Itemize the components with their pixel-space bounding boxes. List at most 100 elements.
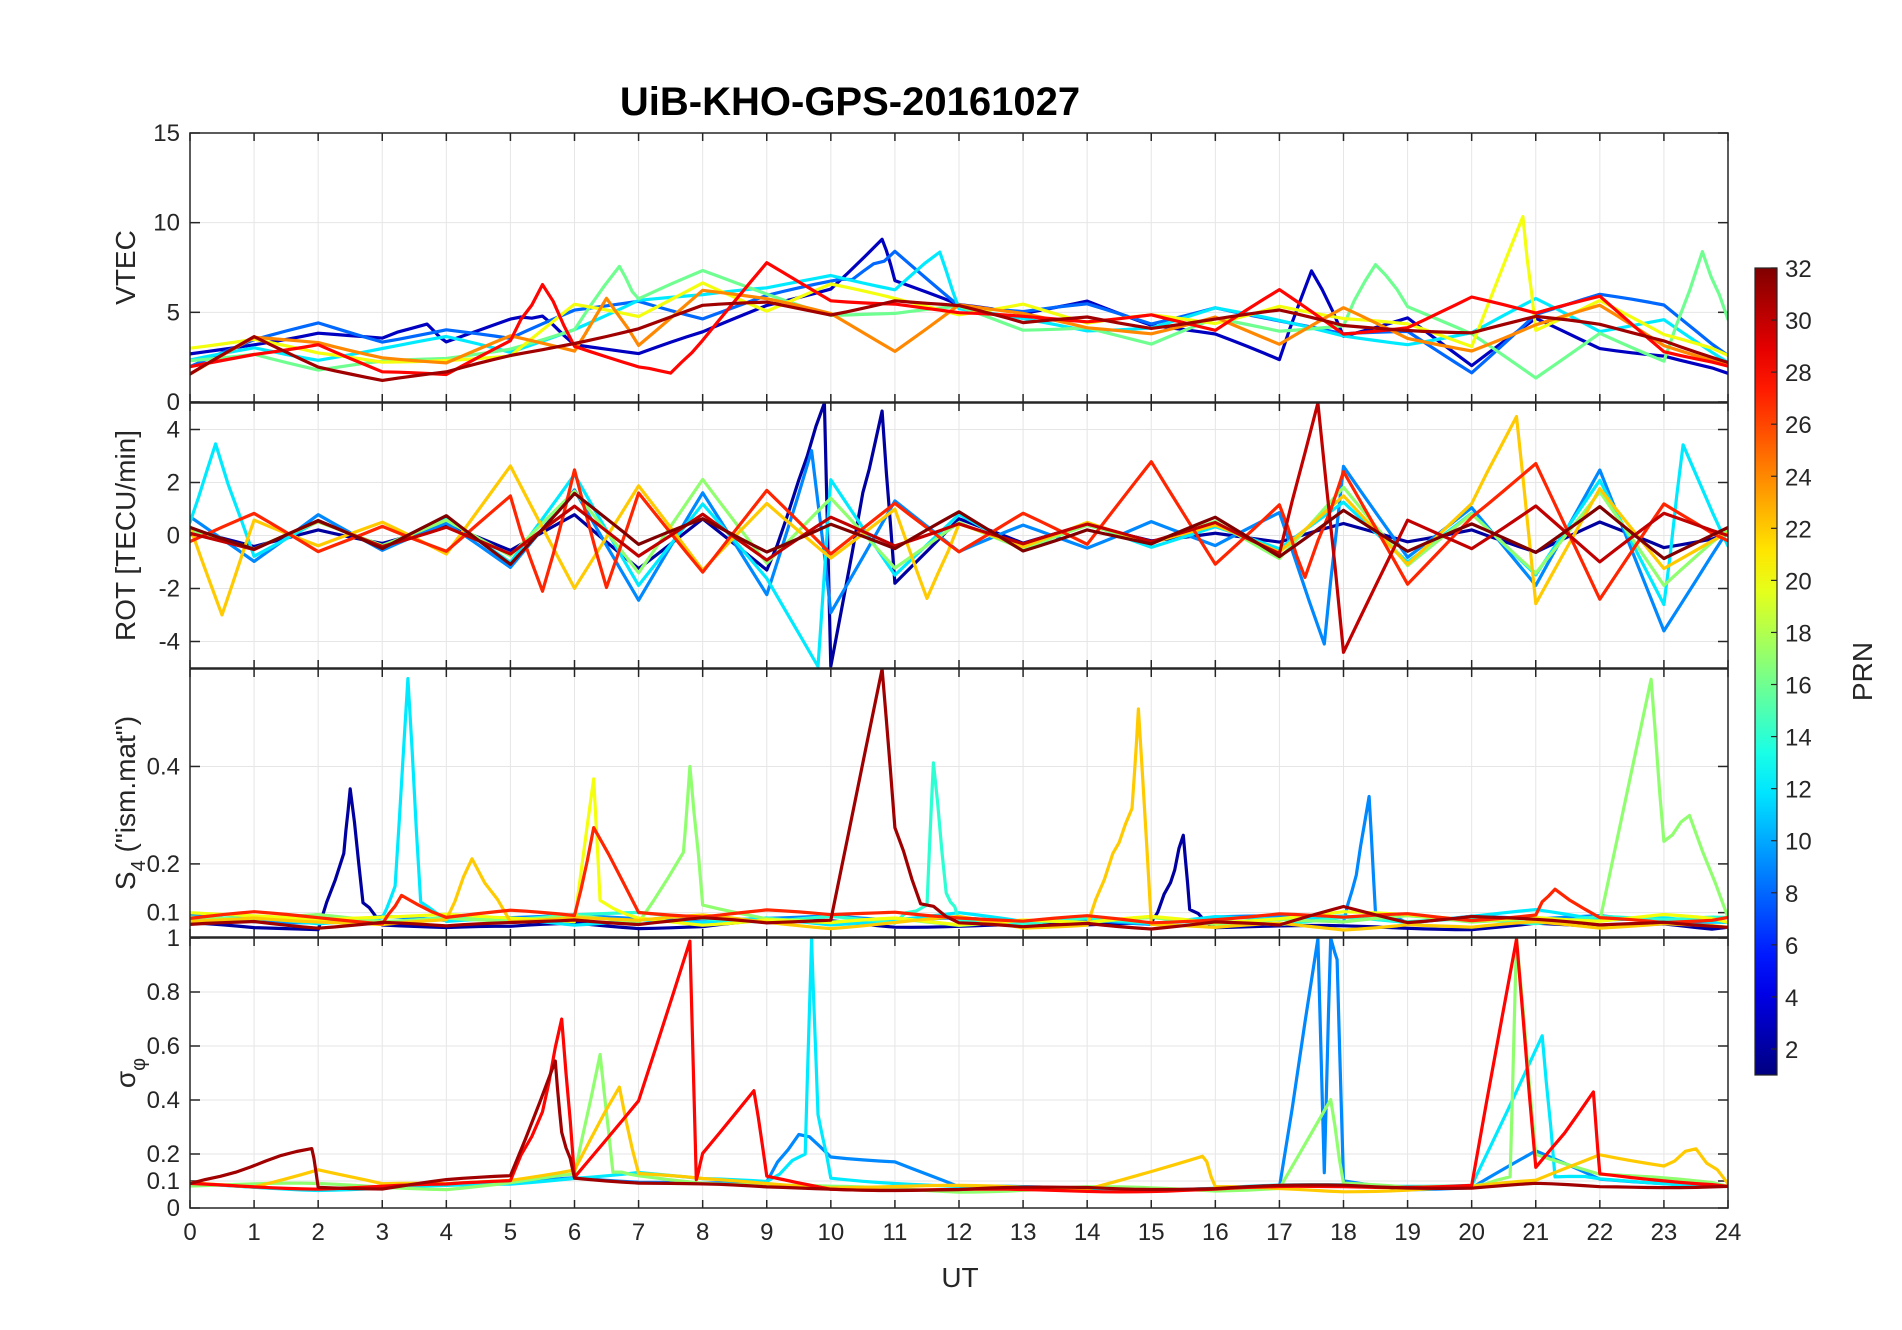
y-axis-label-main: S xyxy=(110,871,141,890)
x-tick-label: 3 xyxy=(376,1219,389,1246)
colorbar-tick-label: 32 xyxy=(1785,256,1812,283)
panel-3: 0.10.20.4S4 ("ism.mat") xyxy=(110,668,1729,938)
series-line-prn-27 xyxy=(190,460,1728,601)
x-tick-label: 23 xyxy=(1651,1219,1678,1246)
x-tick-label: 7 xyxy=(632,1219,645,1246)
x-tick-label: 20 xyxy=(1458,1219,1485,1246)
series-line-prn-24 xyxy=(190,288,1728,376)
x-tick-label: 1 xyxy=(247,1219,260,1246)
y-tick-label: 0.1 xyxy=(147,900,180,927)
x-tick-label: 5 xyxy=(504,1219,517,1246)
series-line-prn-12 xyxy=(190,938,1728,1193)
colorbar-scale xyxy=(1754,267,1778,1076)
panel-frame xyxy=(189,402,1729,669)
y-axis-label-tail: ("ism.mat") xyxy=(110,716,141,860)
y-axis-label: VTEC xyxy=(110,230,141,305)
y-tick-label: 0.4 xyxy=(147,1087,180,1114)
x-tick-label: 16 xyxy=(1202,1219,1229,1246)
y-axis-label-subscript: 4 xyxy=(128,860,150,871)
x-tick-label: 6 xyxy=(568,1219,581,1246)
x-tick-label: 15 xyxy=(1138,1219,1165,1246)
colorbar-tick-label: 30 xyxy=(1785,308,1812,335)
y-tick-label: 5 xyxy=(167,299,180,326)
x-tick-label: 8 xyxy=(696,1219,709,1246)
series-line-prn-32 xyxy=(190,491,1728,566)
y-axis-label: ROT [TECU/min] xyxy=(110,430,141,641)
series-group xyxy=(190,669,1728,932)
x-tick-label: 22 xyxy=(1586,1219,1613,1246)
series-line-prn-8 xyxy=(190,249,1728,375)
y-tick-label: 10 xyxy=(153,210,180,237)
y-tick-label: 4 xyxy=(167,417,180,444)
x-tick-label: 12 xyxy=(946,1219,973,1246)
colorbar-label: PRN xyxy=(1847,642,1878,701)
y-tick-label: 1 xyxy=(167,925,180,952)
series-line-prn-31 xyxy=(190,669,1728,931)
y-tick-label: -2 xyxy=(159,576,180,603)
colorbar-tick-label: 24 xyxy=(1785,464,1812,491)
y-axis-label-main: σ xyxy=(110,1071,141,1088)
x-tick-label: 17 xyxy=(1266,1219,1293,1246)
x-tick-label: 9 xyxy=(760,1219,773,1246)
y-tick-label: 2 xyxy=(167,470,180,497)
series-line-prn-17 xyxy=(190,938,1728,1194)
panel-frame xyxy=(189,937,1729,1209)
series-line-prn-31 xyxy=(190,1059,1728,1193)
colorbar-tick-label: 20 xyxy=(1785,568,1812,595)
panel-1: 0 5 10 15 VTEC xyxy=(110,120,1729,416)
x-tick-label: 4 xyxy=(440,1219,453,1246)
x-tick-label: 18 xyxy=(1330,1219,1357,1246)
y-tick-label: 0.8 xyxy=(147,979,180,1006)
colorbar-tick-label: 28 xyxy=(1785,360,1812,387)
colorbar-tick-label: 2 xyxy=(1785,1037,1798,1064)
y-tick-label: 0.2 xyxy=(147,851,180,878)
x-tick-label: 10 xyxy=(817,1219,844,1246)
colorbar-tick-label: 8 xyxy=(1785,881,1798,908)
x-tick-label: 19 xyxy=(1394,1219,1421,1246)
series-group xyxy=(190,215,1728,382)
y-tick-label: 0.4 xyxy=(147,753,180,780)
series-line-prn-27 xyxy=(190,826,1728,926)
colorbar-tick-label: 18 xyxy=(1785,620,1812,647)
colorbar-tick-label: 10 xyxy=(1785,829,1812,856)
x-tick-label: 2 xyxy=(311,1219,324,1246)
chart-title: UiB-KHO-GPS-20161027 xyxy=(620,80,1080,124)
colorbar-tick-label: 22 xyxy=(1785,516,1812,543)
x-tick-label: 13 xyxy=(1010,1219,1037,1246)
y-axis-label-main: VTEC xyxy=(110,230,141,305)
colorbar-tick-label: 16 xyxy=(1785,673,1812,700)
colorbar-tick-label: 4 xyxy=(1785,985,1798,1012)
series-line-prn-30 xyxy=(190,403,1728,654)
panel-frame xyxy=(189,132,1729,403)
colorbar-tick-label: 12 xyxy=(1785,777,1812,804)
x-tick-label: 14 xyxy=(1074,1219,1101,1246)
y-axis-label-main: ROT [TECU/min] xyxy=(110,430,141,641)
y-tick-label: 0.1 xyxy=(147,1168,180,1195)
y-tick-label: 0.6 xyxy=(147,1033,180,1060)
y-tick-label: 0 xyxy=(167,389,180,416)
panel-frame xyxy=(189,668,1729,938)
y-tick-label: -4 xyxy=(159,629,180,656)
y-tick-label: 0 xyxy=(167,523,180,550)
y-axis-label-subscript: φ xyxy=(128,1058,150,1071)
panel-4: 0 1 2 3 4 5 6 7 8 9 10 11 12 13 14 15 16 17 18 19 20 21 22 23 24… xyxy=(110,925,1741,1246)
panel-2: -4 -2 0 2 4 ROT [TECU/min] xyxy=(110,402,1729,669)
y-axis-label: σφ xyxy=(110,1058,150,1088)
x-axis-label: UT xyxy=(941,1262,978,1293)
series-group xyxy=(190,403,1728,668)
x-tick-label: 21 xyxy=(1522,1219,1549,1246)
y-tick-label: 0.2 xyxy=(147,1141,180,1168)
x-tick-label: 11 xyxy=(882,1219,907,1246)
colorbar-tick-label: 14 xyxy=(1785,725,1812,752)
x-tick-label: 0 xyxy=(183,1219,196,1246)
y-tick-label: 0 xyxy=(167,1195,180,1222)
series-group xyxy=(190,938,1728,1194)
colorbar-tick-label: 26 xyxy=(1785,412,1812,439)
y-axis-label: S4 ("ism.mat") xyxy=(110,716,150,890)
y-tick-label: 15 xyxy=(153,120,180,147)
colorbar-tick-label: 6 xyxy=(1785,933,1798,960)
x-tick-label: 24 xyxy=(1715,1219,1742,1246)
